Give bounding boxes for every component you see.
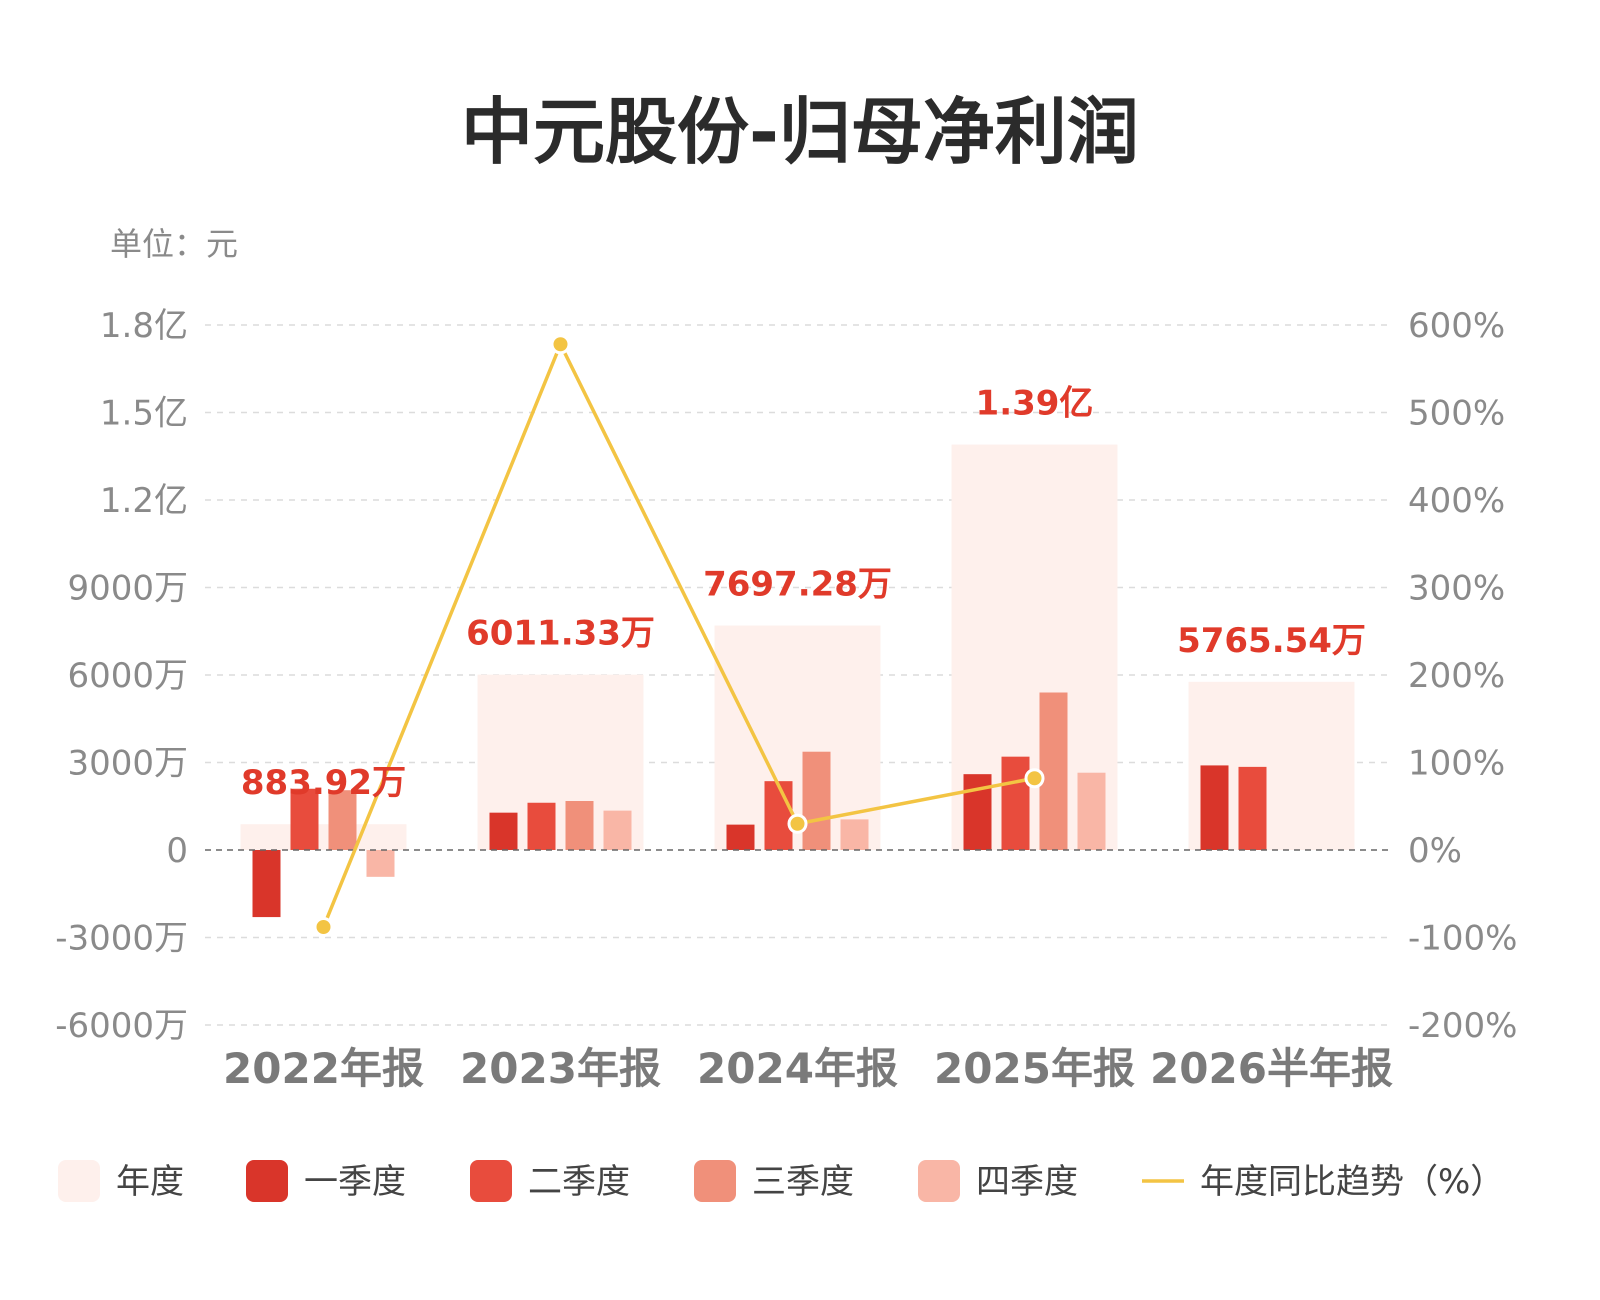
quarter-bar	[366, 850, 395, 877]
annual-total-label: 5765.54万	[1177, 621, 1366, 661]
y-tick-label-right: 600%	[1408, 306, 1505, 346]
y-tick-label-right: -200%	[1408, 1006, 1517, 1046]
quarter-bar	[527, 802, 556, 850]
annual-total-label: 883.92万	[241, 763, 406, 803]
quarter-bar	[1001, 756, 1030, 850]
quarter-bars	[252, 692, 1267, 918]
y-tick-label-left: 0	[166, 831, 188, 871]
quarter-bar	[726, 824, 755, 850]
y-tick-label-right: 0%	[1408, 831, 1462, 871]
chart-title: 中元股份-归母净利润	[461, 90, 1139, 174]
x-tick-label: 2023年报	[460, 1044, 661, 1093]
y-tick-label-left: -3000万	[55, 919, 188, 959]
legend-label: 年度同比趋势（%）	[1200, 1162, 1504, 1202]
legend-label: 年度	[116, 1162, 184, 1202]
y-axis-left: -6000万 -3000万 0 3000万 6000万 9000万 1.2亿 1.5亿 1.8亿	[55, 306, 188, 1046]
y-tick-label-left: 6000万	[67, 656, 188, 696]
quarter-bar	[489, 812, 518, 850]
yoy-point	[1024, 768, 1045, 789]
quarter-bar	[802, 751, 831, 850]
yoy-line	[313, 334, 1045, 937]
y-tick-label-right: 200%	[1408, 656, 1505, 696]
quarter-bar	[840, 819, 869, 850]
unit-label: 单位：元	[110, 225, 238, 263]
x-tick-label: 2024年报	[697, 1044, 898, 1093]
y-tick-label-right: 100%	[1408, 744, 1505, 784]
y-tick-label-right: 300%	[1408, 569, 1505, 609]
y-axis-right: -200% -100% 0% 100% 200% 300% 400% 500% 600%	[1408, 306, 1517, 1046]
quarter-bar	[1200, 765, 1229, 850]
quarter-bar	[328, 790, 357, 850]
yoy-point	[313, 917, 334, 937]
quarter-bar	[1077, 772, 1106, 850]
quarter-bar	[1039, 692, 1068, 850]
annual-total-labels: 883.92万 6011.33万 7697.28万 1.39亿 5765.54万	[241, 384, 1366, 804]
quarter-bar	[565, 801, 594, 850]
legend-swatch	[694, 1160, 736, 1202]
quarter-bar	[603, 810, 632, 850]
yoy-point	[550, 334, 571, 355]
y-tick-label-left: -6000万	[55, 1006, 188, 1046]
quarter-bar	[1238, 766, 1267, 850]
y-tick-label-left: 1.2亿	[100, 481, 188, 521]
annual-total-label: 1.39亿	[976, 384, 1094, 424]
quarter-bar	[764, 781, 793, 850]
legend-swatch	[58, 1160, 100, 1202]
legend-label: 三季度	[752, 1162, 854, 1202]
legend: 年度 一季度 二季度 三季度 四季度 年度同比趋势（%）	[58, 1160, 1504, 1202]
x-axis: 2022年报 2023年报 2024年报 2025年报 2026半年报	[223, 1044, 1393, 1093]
y-tick-label-left: 1.5亿	[100, 394, 188, 434]
legend-swatch	[246, 1160, 288, 1202]
legend-swatch	[918, 1160, 960, 1202]
legend-label: 四季度	[976, 1162, 1078, 1202]
quarter-bar	[290, 788, 319, 850]
x-tick-label: 2025年报	[934, 1044, 1135, 1093]
yoy-point	[787, 813, 808, 834]
y-tick-label-left: 1.8亿	[100, 306, 188, 346]
annual-bar	[240, 824, 407, 850]
x-tick-label: 2022年报	[223, 1044, 424, 1093]
x-tick-label: 2026半年报	[1150, 1044, 1393, 1093]
y-tick-label-right: -100%	[1408, 919, 1517, 959]
annual-total-label: 6011.33万	[466, 614, 655, 654]
legend-label: 一季度	[304, 1162, 406, 1202]
yoy-line-path	[321, 342, 1035, 928]
y-tick-label-left: 3000万	[67, 744, 188, 784]
legend-label: 二季度	[528, 1162, 630, 1202]
legend-swatch	[470, 1160, 512, 1202]
y-tick-label-left: 9000万	[67, 569, 188, 609]
y-tick-label-right: 500%	[1408, 394, 1505, 434]
annual-total-label: 7697.28万	[703, 564, 892, 604]
quarter-bar	[252, 850, 281, 918]
y-tick-label-right: 400%	[1408, 481, 1505, 521]
